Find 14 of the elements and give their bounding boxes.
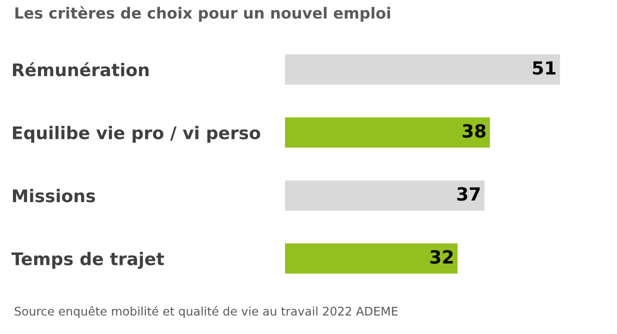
data-label: 51 bbox=[532, 61, 556, 75]
data-label: 32 bbox=[430, 250, 453, 264]
source-note: Source enquête mobilité et qualité de vie au travail 2022 ADEME bbox=[14, 306, 398, 318]
bar bbox=[285, 243, 458, 274]
y-tick-label: Temps de trajet bbox=[11, 252, 164, 269]
bar bbox=[285, 54, 560, 85]
bar bbox=[285, 117, 490, 148]
data-label: 38 bbox=[462, 124, 486, 138]
y-tick-label: Missions bbox=[12, 188, 96, 202]
chart-title: Les critères de choix pour un nouvel emploi bbox=[15, 6, 390, 22]
data-label: 37 bbox=[457, 187, 480, 201]
y-tick-label: Rémunération bbox=[12, 62, 149, 76]
y-tick-label: Equilibe vie pro / vi perso bbox=[12, 126, 260, 143]
bar bbox=[285, 180, 485, 211]
